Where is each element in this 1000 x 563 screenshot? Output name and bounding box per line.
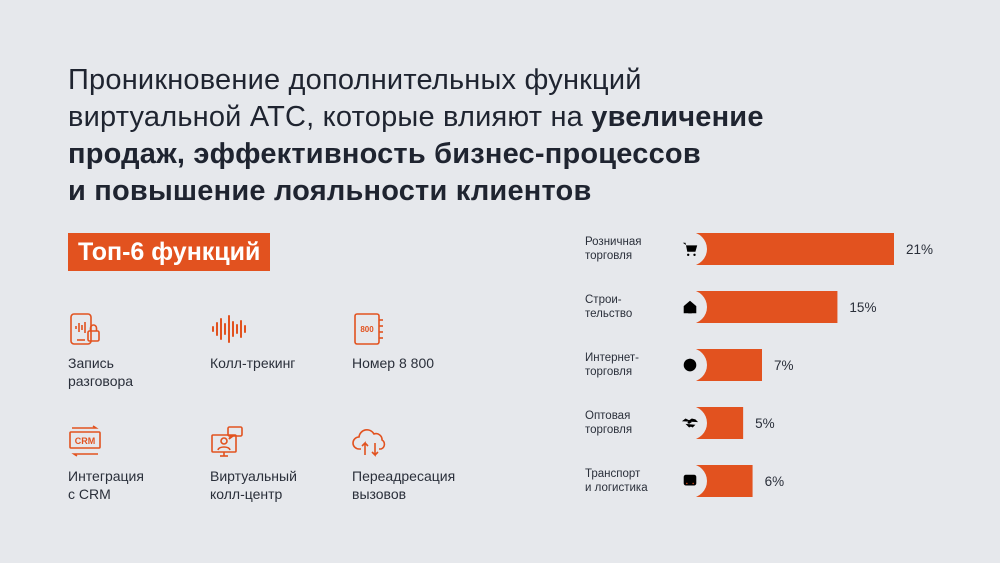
feature-label: Виртуальный колл-центр bbox=[210, 468, 297, 502]
top-functions-badge: Топ-6 функций bbox=[68, 233, 271, 271]
cart-icon bbox=[682, 242, 698, 257]
category-label: торговля bbox=[585, 366, 632, 378]
svg-text:CRM: CRM bbox=[75, 436, 96, 446]
feature-label: Запись разговора bbox=[68, 355, 134, 389]
feature-label: Колл-трекинг bbox=[210, 355, 296, 371]
page-title: Проникновение дополнительных функций вирт… bbox=[68, 62, 828, 210]
title-emphasis: продаж, эффективность бизнес-процессов bbox=[68, 138, 701, 170]
contact-center-icon bbox=[210, 425, 244, 459]
feature-item: Виртуальный колл-центр bbox=[210, 425, 340, 503]
feature-item: Переадресация вызовов bbox=[352, 425, 482, 503]
category-label: Оптовая bbox=[585, 410, 630, 422]
title-line: и повышение лояльности клиентов bbox=[68, 173, 828, 210]
value-label: 6% bbox=[765, 474, 785, 489]
category-label: торговля bbox=[585, 250, 632, 262]
feature-item: 800 Номер 8 800 bbox=[352, 312, 482, 372]
globe-icon bbox=[683, 358, 697, 372]
title-line: продаж, эффективность бизнес-процессов bbox=[68, 136, 828, 173]
handshake-icon bbox=[681, 418, 699, 428]
title-text: Проникновение дополнительных функций bbox=[68, 64, 642, 96]
crm-sync-icon: CRM bbox=[68, 425, 102, 459]
title-emphasis: и повышение лояльности клиентов bbox=[68, 175, 592, 207]
category-label: торговля bbox=[585, 424, 632, 436]
feature-item: Запись разговора bbox=[68, 312, 198, 390]
feature-item: CRM Интеграция с CRM bbox=[68, 425, 198, 503]
feature-label: Переадресация вызовов bbox=[352, 468, 456, 502]
cloud-forward-icon bbox=[352, 425, 386, 459]
category-label: Розничная bbox=[585, 236, 641, 248]
bar bbox=[696, 233, 894, 265]
title-text: виртуальной АТС, которые влияют на bbox=[68, 101, 592, 133]
bar-row: Транспорт и логистика 6% bbox=[585, 464, 784, 498]
title-line: Проникновение дополнительных функций bbox=[68, 62, 828, 99]
category-label: тельство bbox=[585, 308, 632, 320]
feature-label: Интеграция с CRM bbox=[68, 468, 144, 502]
notebook-800-icon: 800 bbox=[352, 312, 386, 346]
phone-recording-icon bbox=[68, 312, 102, 346]
category-label: Интернет- bbox=[585, 352, 639, 364]
svg-text:800: 800 bbox=[360, 325, 374, 334]
category-label: Транспорт bbox=[585, 468, 641, 480]
house-icon bbox=[683, 300, 697, 314]
feature-label: Номер 8 800 bbox=[352, 355, 435, 371]
value-label: 7% bbox=[774, 358, 794, 373]
title-line: виртуальной АТС, которые влияют на увели… bbox=[68, 99, 828, 136]
title-emphasis: увеличение bbox=[591, 101, 764, 133]
bar-row: Строи-тельство 15% bbox=[585, 290, 876, 324]
bar-row: Интернет-торговля 7% bbox=[585, 348, 794, 382]
sound-wave-icon bbox=[210, 312, 246, 346]
feature-item: Колл-трекинг bbox=[210, 312, 340, 372]
value-label: 21% bbox=[906, 242, 933, 257]
category-label: Строи- bbox=[585, 294, 622, 306]
category-label: и логистика bbox=[585, 482, 648, 494]
value-label: 5% bbox=[755, 416, 775, 431]
bar-row: Оптовая торговля 5% bbox=[585, 406, 775, 440]
bus-icon bbox=[683, 474, 697, 486]
bar-row: Розничная торговля 21% bbox=[585, 232, 933, 266]
bar bbox=[696, 291, 838, 323]
value-label: 15% bbox=[849, 300, 876, 315]
